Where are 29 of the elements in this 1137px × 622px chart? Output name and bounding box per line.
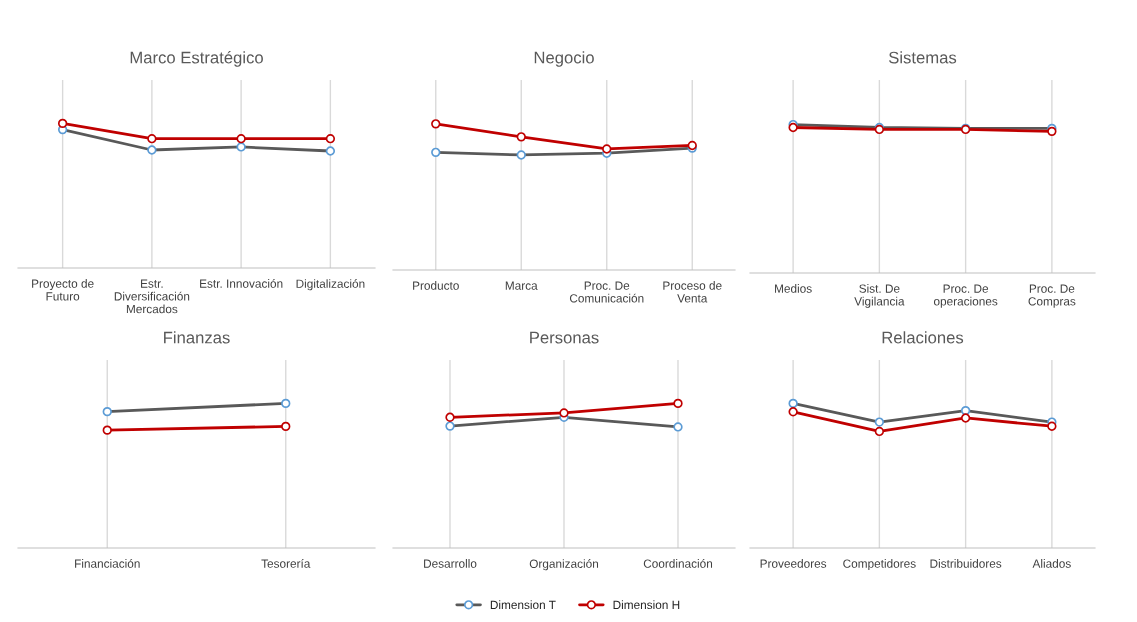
x-tick-label: Sist. De Vigilancia (854, 284, 905, 308)
x-tick-label: Digitalización (296, 279, 365, 291)
x-tick-label: Proc. De Compras (1028, 284, 1076, 308)
x-tick-label: Organización (529, 559, 599, 571)
x-tick-label: Proc. De Comunicación (569, 281, 644, 303)
legend-label: Dimension H (613, 600, 680, 610)
x-tick-label: Medios (775, 284, 812, 293)
x-tick-label: Proyecto de Futuro (32, 279, 94, 301)
x-tick-label: Proc. De operaciones (933, 284, 998, 308)
legend-label: Dimension T (490, 600, 556, 610)
chart-title: Negocio (534, 51, 594, 67)
x-tick-label: Competidores (843, 559, 916, 571)
x-tick-label: Proveedores (760, 559, 827, 568)
chart-title: Marco Estratégico (130, 51, 263, 67)
x-tick-label: Estr. Innovación (200, 278, 283, 288)
x-tick-label: Tesorería (261, 558, 311, 568)
x-tick-label: Proceso de Venta (663, 281, 722, 303)
x-tick-label: Marca (505, 281, 538, 290)
chart-title: Personas (530, 331, 599, 344)
x-tick-label: Coordinación (643, 558, 713, 568)
x-tick-label: Estr. Diversificación Mercados (114, 279, 190, 314)
x-tick-label: Financiación (75, 558, 140, 568)
chart-title: Sistemas (888, 51, 957, 64)
x-tick-label: Producto (413, 281, 459, 290)
x-tick-label: Desarrollo (424, 559, 477, 568)
chart-title: Relaciones (882, 331, 964, 344)
x-tick-label: Aliados (1032, 559, 1071, 568)
chart-title: Finanzas (164, 331, 230, 344)
x-tick-label: Distribuidores (930, 559, 1002, 568)
